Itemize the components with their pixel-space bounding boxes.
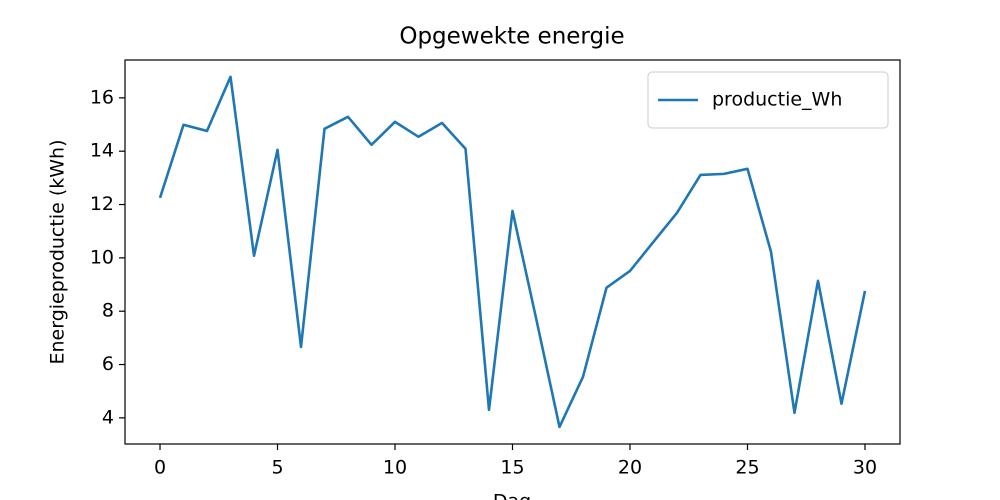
y-tick-label: 4	[102, 406, 114, 428]
x-tick-label: 10	[383, 457, 407, 479]
x-tick-label: 5	[271, 457, 283, 479]
y-tick-label: 10	[90, 246, 114, 268]
y-tick-label: 14	[90, 140, 114, 162]
y-tick-label: 8	[102, 300, 114, 322]
chart-title: Opgewekte energie	[399, 24, 624, 50]
x-axis-label: Dag	[493, 491, 531, 500]
x-tick-label: 15	[500, 457, 524, 479]
x-tick-label: 20	[618, 457, 642, 479]
x-tick-label: 0	[154, 457, 166, 479]
line	[158, 75, 867, 429]
y-tick-label: 16	[90, 86, 114, 108]
y-tick-label: 6	[102, 353, 114, 375]
y-axis-label: Energieproductie (kWh)	[47, 140, 69, 365]
x-tick-label: 30	[853, 457, 877, 479]
plot-frame	[124, 59, 901, 445]
legend-label: productie_Wh	[712, 89, 842, 111]
x-tick-label: 25	[735, 457, 759, 479]
legend-box	[647, 71, 889, 129]
y-tick-label: 12	[90, 193, 114, 215]
